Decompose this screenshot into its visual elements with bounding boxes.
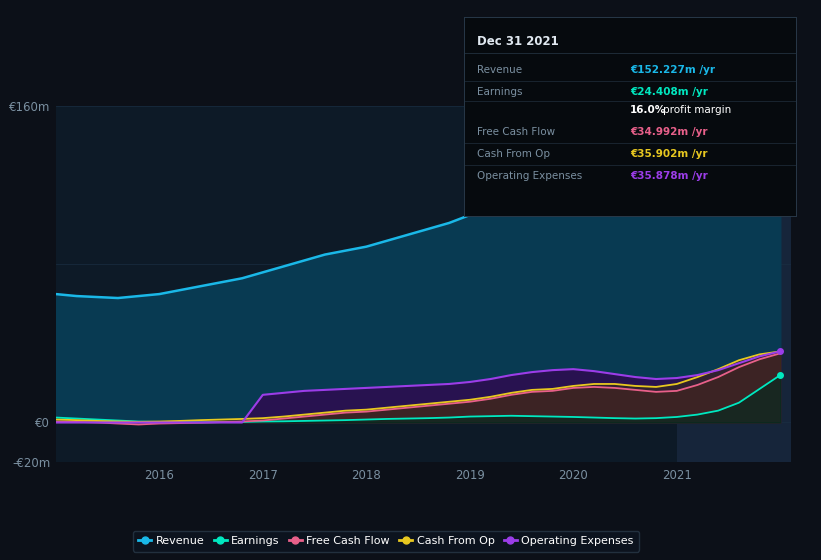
Text: €152.227m /yr: €152.227m /yr <box>631 66 715 76</box>
Text: €35.878m /yr: €35.878m /yr <box>631 171 708 181</box>
Legend: Revenue, Earnings, Free Cash Flow, Cash From Op, Operating Expenses: Revenue, Earnings, Free Cash Flow, Cash … <box>132 530 640 552</box>
Text: Operating Expenses: Operating Expenses <box>477 171 582 181</box>
Text: Cash From Op: Cash From Op <box>477 149 550 159</box>
Text: €35.902m /yr: €35.902m /yr <box>631 149 708 159</box>
Bar <box>677 106 791 462</box>
Text: Dec 31 2021: Dec 31 2021 <box>477 35 559 48</box>
Text: Revenue: Revenue <box>477 66 522 76</box>
Text: Free Cash Flow: Free Cash Flow <box>477 127 555 137</box>
Text: 16.0%: 16.0% <box>631 105 667 115</box>
Text: €24.408m /yr: €24.408m /yr <box>631 87 708 97</box>
Text: profit margin: profit margin <box>663 105 732 115</box>
Text: €34.992m /yr: €34.992m /yr <box>631 127 708 137</box>
Text: Earnings: Earnings <box>477 87 523 97</box>
